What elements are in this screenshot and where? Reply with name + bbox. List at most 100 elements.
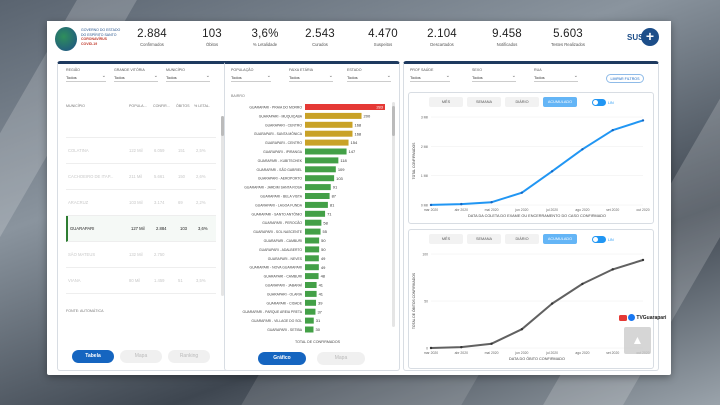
mapa-button[interactable]: Mapa (120, 350, 162, 363)
data-point[interactable] (429, 203, 433, 207)
data-point[interactable] (460, 202, 463, 206)
table-row[interactable]: CACHOEIRO DE ITAP... 211 Mil 5.661 150 2,6% (66, 164, 216, 190)
table-scrollbar[interactable] (221, 116, 224, 296)
data-point[interactable] (490, 342, 493, 345)
bar-chart-scroll-thumb[interactable] (392, 106, 395, 136)
filter-0[interactable]: REGIÃO Todos (66, 68, 106, 82)
grafico-button[interactable]: Gráfico (258, 352, 306, 365)
data-point[interactable] (641, 258, 645, 262)
bar[interactable] (305, 237, 320, 244)
filter-dropdown[interactable]: Todos (231, 73, 271, 82)
filter-1[interactable]: FAIXA ETÁRIA Todos (289, 68, 333, 82)
filter-dropdown[interactable]: Todos (534, 73, 578, 82)
filter-dropdown[interactable]: Todos (410, 73, 450, 82)
table-row[interactable] (66, 112, 216, 138)
filter-dropdown[interactable]: Todos (472, 73, 516, 82)
filter-0[interactable]: PROF SAÚDE Todos (410, 68, 450, 82)
tab-mês[interactable]: MÊS (429, 97, 463, 107)
data-point[interactable] (581, 282, 584, 286)
bar[interactable] (305, 193, 330, 199)
bar[interactable] (305, 219, 322, 226)
table-row[interactable]: SÃO MATEUS 132 Mil 2.750 (66, 242, 216, 268)
bar[interactable] (305, 317, 314, 324)
table-row[interactable]: COLATINA 122 Mil 6.059 151 2,5% (66, 138, 216, 164)
bar[interactable] (305, 175, 335, 182)
cell-name: CACHOEIRO DE ITAP... (68, 174, 114, 179)
bar-category-label: GUARAPARI - SANTA MÔNICA (254, 131, 303, 136)
log-toggle-deaths[interactable] (592, 236, 606, 243)
filter-0[interactable]: POPULAÇÃO Todos (231, 68, 271, 82)
bar[interactable] (305, 326, 314, 333)
data-point[interactable] (460, 345, 463, 349)
bar[interactable] (305, 148, 347, 155)
col-header-confirmados[interactable]: CONFIR... (153, 104, 170, 108)
bar-chart-scrollbar[interactable] (392, 102, 395, 327)
bar[interactable] (305, 210, 326, 217)
clear-filters-button[interactable]: LIMPAR FILTROS (606, 74, 644, 83)
data-point[interactable] (520, 328, 524, 331)
data-point[interactable] (520, 191, 524, 194)
data-point[interactable] (641, 119, 645, 122)
cell-name: GUARAPARI (70, 226, 95, 231)
dashboard-frame: GOVERNO DO ESTADO DO ESPÍRITO SANTO CORO… (47, 21, 671, 375)
filter-dropdown[interactable]: Todos (347, 73, 391, 82)
bar[interactable] (305, 246, 320, 253)
data-point[interactable] (581, 148, 584, 151)
col-header-letalidade[interactable]: % LETAL. (194, 104, 210, 108)
log-toggle-cases[interactable] (592, 99, 606, 106)
data-point[interactable] (550, 302, 554, 305)
tab-acumulado[interactable]: ACUMULADO (543, 97, 577, 107)
bar[interactable] (305, 290, 317, 297)
tab-acumulado[interactable]: ACUMULADO (543, 234, 577, 244)
bar[interactable] (305, 255, 319, 262)
filter-dropdown[interactable]: Todos (289, 73, 333, 82)
filter-2[interactable]: ESTADO Todos (347, 68, 391, 82)
data-point[interactable] (611, 129, 614, 132)
filter-dropdown[interactable]: Todos (66, 73, 106, 82)
ranking-button[interactable]: Ranking (168, 350, 210, 363)
tabela-button[interactable]: Tabela (72, 350, 114, 363)
col-header-populacao[interactable]: POPULA... (129, 104, 147, 108)
tab-semana[interactable]: SEMANA (467, 97, 501, 107)
social-handle[interactable]: TVGuarapari (619, 314, 666, 321)
bar[interactable] (305, 282, 317, 288)
tab-mês[interactable]: MÊS (429, 234, 463, 244)
bar[interactable] (305, 166, 336, 173)
filter-2[interactable]: RUA Todos (534, 68, 578, 82)
data-point[interactable] (490, 201, 493, 204)
table-row[interactable]: GUARAPARI 127 Mil 2.884 103 3,6% (66, 216, 216, 242)
bar[interactable] (305, 139, 349, 146)
col-header-obitos[interactable]: ÓBITOS (176, 104, 190, 108)
filter-dropdown[interactable]: Todos (114, 73, 158, 82)
table-scroll-thumb[interactable] (221, 116, 224, 136)
bar[interactable] (305, 112, 362, 119)
bar[interactable] (305, 264, 319, 271)
col-header-municipio[interactable]: MUNICÍPIO (66, 104, 85, 108)
bar-value-label: 200 (364, 114, 371, 119)
filter-1[interactable]: GRANDE VITÓRIA Todos (114, 68, 158, 82)
data-point[interactable] (429, 346, 433, 350)
bar[interactable] (305, 184, 331, 191)
bar[interactable] (305, 104, 385, 110)
mapa-view-button[interactable]: Mapa (317, 352, 365, 365)
bar[interactable] (305, 228, 321, 235)
table-row[interactable]: VIANA 80 Mil 1.459 51 3,5% (66, 268, 216, 294)
table-row[interactable]: ARACRUZ 103 Mil 3.174 69 2,2% (66, 190, 216, 216)
bar[interactable] (305, 121, 353, 128)
tab-diário[interactable]: DIÁRIO (505, 97, 539, 107)
bar[interactable] (305, 308, 316, 315)
bar[interactable] (305, 273, 319, 280)
data-point[interactable] (611, 268, 614, 271)
tab-diário[interactable]: DIÁRIO (505, 234, 539, 244)
data-point[interactable] (550, 170, 554, 173)
tab-semana[interactable]: SEMANA (467, 234, 501, 244)
filter-2[interactable]: MUNICÍPIO Todos (166, 68, 210, 82)
bar[interactable] (305, 299, 317, 306)
filter-dropdown[interactable]: Todos (166, 73, 210, 82)
kpi-label: Confirmados (140, 42, 164, 47)
bar[interactable] (305, 157, 339, 164)
bar[interactable] (305, 201, 328, 208)
scroll-up-button[interactable]: ▲ (624, 327, 651, 354)
filter-1[interactable]: SEXO Todos (472, 68, 516, 82)
bar[interactable] (305, 130, 353, 137)
